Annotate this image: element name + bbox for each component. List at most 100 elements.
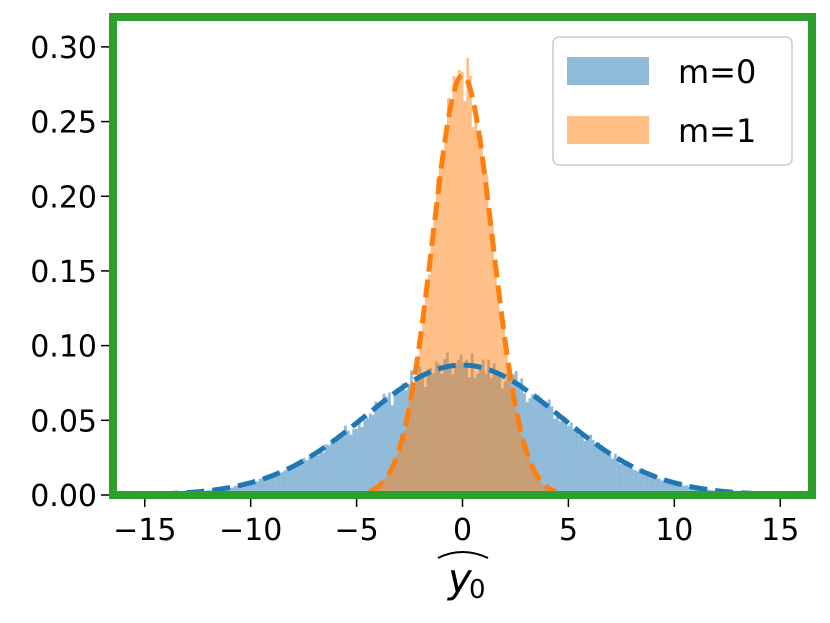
histogram-bar <box>655 475 659 495</box>
histogram-bar <box>627 467 631 495</box>
histogram-bar <box>411 381 414 495</box>
histogram-bar <box>319 449 323 495</box>
histogram-bar <box>499 315 503 495</box>
histogram-bar <box>564 421 568 495</box>
histogram-bar <box>316 455 320 495</box>
histogram-bar <box>558 421 562 495</box>
histogram-bar <box>646 474 650 495</box>
histogram-bar <box>515 411 519 495</box>
histogram-bar <box>278 473 281 495</box>
histogram-bar <box>239 484 243 495</box>
histogram-bar <box>379 402 383 495</box>
histogram-bar <box>550 406 554 495</box>
histogram-bar <box>602 451 606 495</box>
histogram-bar <box>575 431 579 495</box>
histogram-bar <box>360 426 364 495</box>
histogram-bar <box>338 437 342 495</box>
histogram-bar <box>477 142 481 495</box>
x-axis-label-hat <box>437 551 489 559</box>
histogram-bar <box>553 418 557 495</box>
histogram-bar <box>371 415 375 495</box>
histogram-bar <box>289 467 292 495</box>
x-tick-label: 10 <box>655 513 693 548</box>
legend-label-m=0: m=0 <box>678 53 756 91</box>
histogram-bar <box>330 439 334 495</box>
histogram-bar <box>400 444 403 495</box>
histogram-bar <box>405 419 409 495</box>
y-tick-label: 0.15 <box>30 255 97 290</box>
histogram-bar <box>341 435 345 495</box>
histogram-bar <box>250 482 254 495</box>
x-tick-label: 0 <box>453 513 472 548</box>
histogram-bar <box>491 225 494 495</box>
histogram-bar <box>622 461 625 495</box>
histogram-bar <box>382 393 386 495</box>
histogram-bar <box>580 436 584 495</box>
y-tick-label: 0.05 <box>30 404 97 439</box>
histogram-bar <box>357 418 361 495</box>
axis-ticks: −15 −10 −5 0 5 10 15 0.00 0.05 0.10 0.15 0.20 0.25 0.… <box>30 31 799 548</box>
histogram-bar <box>266 477 270 495</box>
x-tick-label: 15 <box>761 513 799 548</box>
histogram-bar <box>300 459 303 495</box>
histogram-bar <box>452 76 456 495</box>
series-m=1-bars <box>367 57 560 496</box>
histogram-bar <box>389 470 392 495</box>
histogram-bar <box>539 397 543 495</box>
histogram-bar <box>688 486 692 495</box>
x-tick-label: −5 <box>334 513 378 548</box>
histogram-bar <box>297 463 301 495</box>
histogram-bar <box>397 451 401 495</box>
histogram-bar <box>422 321 426 495</box>
histogram-bar <box>322 452 325 495</box>
histogram-bar <box>613 453 617 495</box>
histogram-bar <box>518 425 522 495</box>
histogram-bar <box>368 413 372 495</box>
histogram-bar <box>589 434 592 495</box>
histogram-bar <box>233 485 237 495</box>
histogram-bar <box>416 355 420 495</box>
histogram-bar <box>275 475 279 495</box>
histogram-bar <box>391 465 395 495</box>
histogram-bar <box>531 394 535 495</box>
histogram-bar <box>380 483 384 495</box>
histogram-bar <box>616 459 620 495</box>
histogram-bar <box>419 336 423 495</box>
histogram-bar <box>378 485 381 495</box>
histogram-bar <box>433 213 437 495</box>
histogram-bar <box>578 435 581 495</box>
histogram-bar <box>425 279 428 495</box>
histogram-bar <box>682 485 686 495</box>
histogram-bar <box>521 436 525 495</box>
histogram-bar <box>488 215 492 495</box>
histogram-bar <box>374 401 378 495</box>
histogram-bar <box>408 398 412 495</box>
histogram-bar <box>569 422 573 495</box>
histogram-bar <box>242 485 245 495</box>
histogram-bar <box>663 478 667 495</box>
histogram-bar <box>619 464 623 495</box>
histogram-bar <box>441 157 445 495</box>
histogram-bar <box>366 418 369 495</box>
histogram-bar <box>272 476 276 495</box>
histogram-bar <box>383 478 387 495</box>
histogram-bar <box>355 428 358 495</box>
histogram-bar <box>313 451 317 495</box>
histogram-bar <box>660 480 664 495</box>
histogram-bar <box>471 127 475 495</box>
histogram-bar <box>608 453 612 495</box>
histogram-bar <box>635 471 639 495</box>
histogram-bar <box>638 468 642 495</box>
histogram-bar <box>658 478 661 495</box>
x-axis-label-subscript: 0 <box>469 575 486 605</box>
histogram-bar <box>535 475 538 495</box>
y-tick-label: 0.25 <box>30 106 97 141</box>
histogram-bar <box>547 399 551 495</box>
histogram-bar <box>253 482 256 495</box>
histogram-bar <box>393 391 397 495</box>
histogram-bar <box>247 482 251 495</box>
histogram-bar <box>510 387 514 495</box>
density-curve-m=1 <box>368 72 557 494</box>
x-axis-label: y 0 <box>437 551 489 605</box>
histogram-bar <box>283 470 287 495</box>
